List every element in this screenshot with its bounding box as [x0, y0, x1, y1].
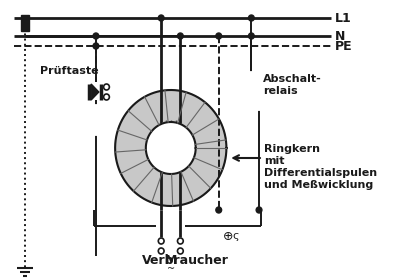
Bar [242, 72, 261, 110]
Circle shape [178, 248, 183, 254]
Bar [89, 105, 103, 135]
Text: L1: L1 [335, 11, 352, 25]
Bar [21, 15, 29, 31]
Circle shape [216, 33, 222, 39]
Circle shape [158, 238, 164, 244]
Circle shape [178, 238, 183, 244]
Circle shape [178, 33, 183, 39]
Text: M: M [164, 255, 177, 267]
Text: und Meßwicklung: und Meßwicklung [264, 180, 373, 190]
Text: relais: relais [263, 86, 298, 96]
Circle shape [93, 43, 99, 49]
Circle shape [156, 248, 186, 280]
Text: Ringkern: Ringkern [264, 144, 320, 154]
Text: PE: PE [335, 39, 352, 53]
Polygon shape [146, 122, 196, 174]
Text: N: N [335, 29, 345, 43]
Circle shape [93, 33, 99, 39]
Text: Verbraucher: Verbraucher [142, 254, 228, 267]
Circle shape [248, 15, 254, 21]
Text: Abschalt-: Abschalt- [263, 74, 322, 84]
Text: Differentialspulen: Differentialspulen [264, 168, 377, 178]
Circle shape [158, 248, 164, 254]
Circle shape [248, 33, 254, 39]
Text: ~: ~ [167, 264, 175, 274]
Circle shape [216, 207, 222, 213]
Circle shape [256, 207, 262, 213]
Circle shape [104, 84, 109, 90]
Circle shape [158, 15, 164, 21]
Text: mit: mit [264, 156, 284, 166]
Circle shape [104, 94, 109, 100]
Text: Prüftaste: Prüftaste [40, 66, 99, 76]
Polygon shape [91, 84, 99, 100]
Text: ⊕: ⊕ [222, 230, 233, 242]
Text: ς: ς [232, 231, 239, 241]
Bar [110, 256, 264, 272]
Polygon shape [115, 90, 226, 206]
